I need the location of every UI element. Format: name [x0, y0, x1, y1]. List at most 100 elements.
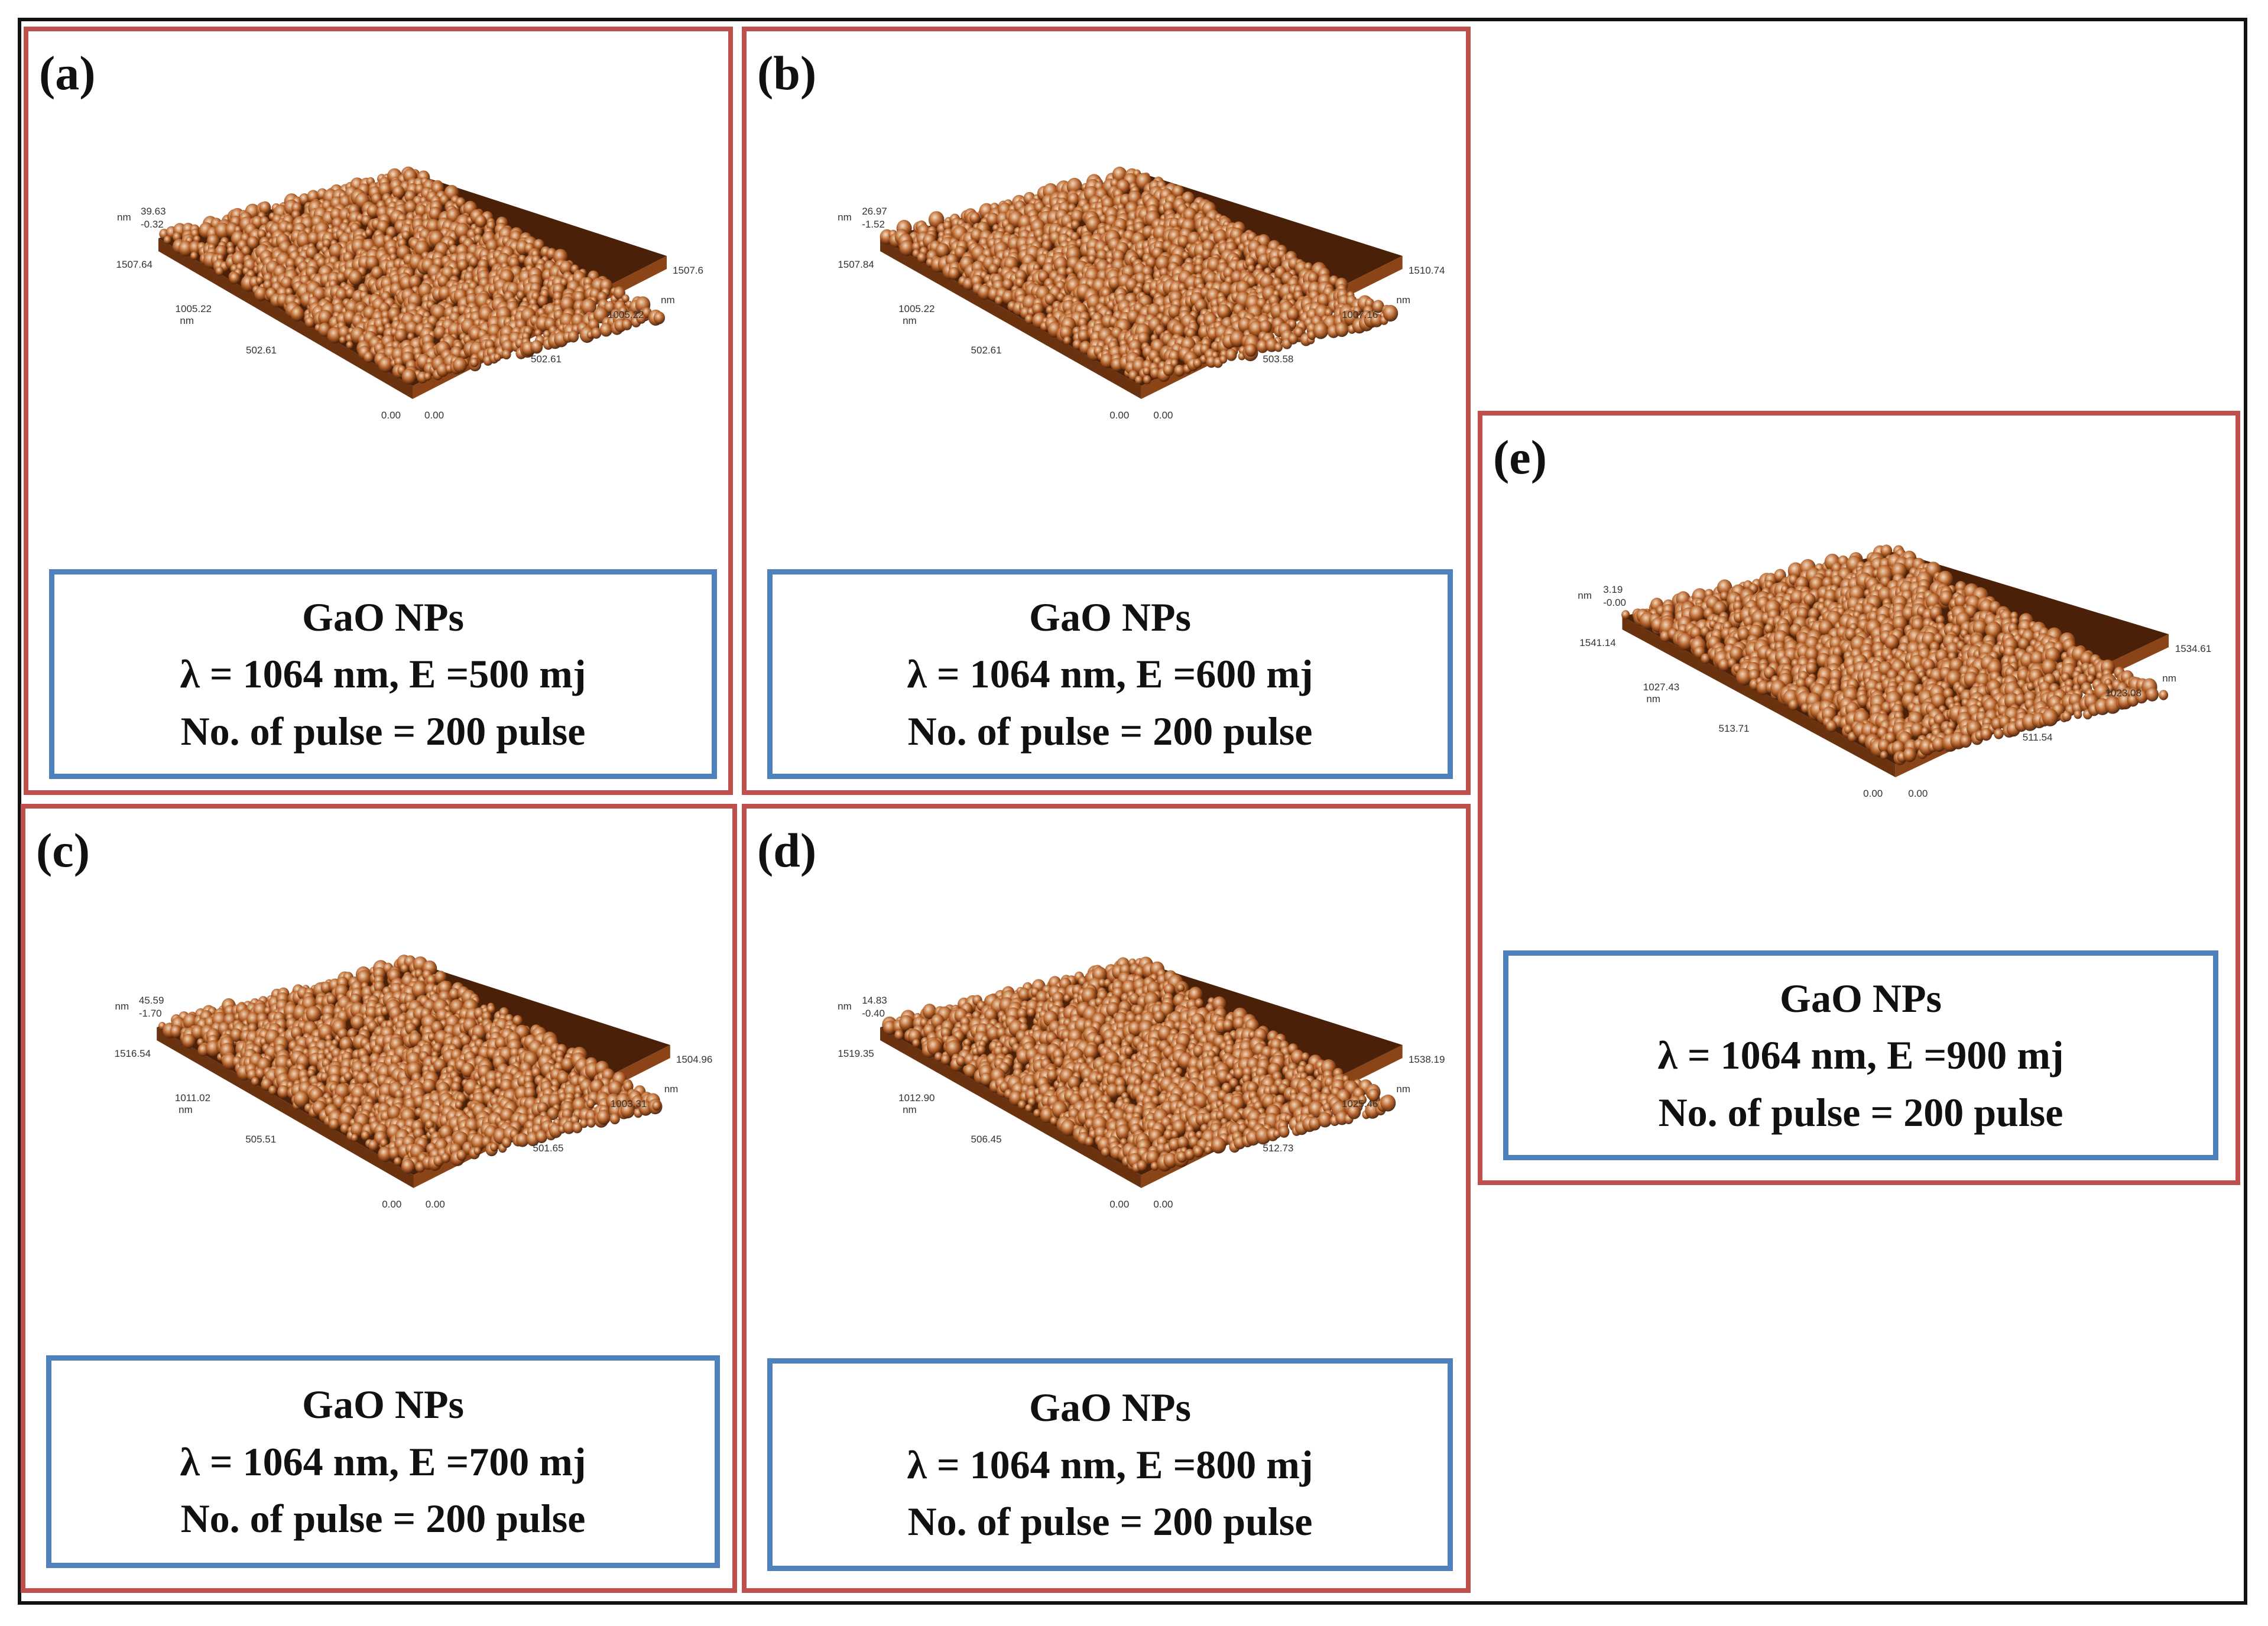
panel-e: (e) nm 3.19 -0.00 1541.14 1027.43 513.71 nm 153…: [1478, 411, 2240, 1185]
z-axis-unit: nm: [117, 212, 131, 223]
x-axis-tick: 1025.46: [1342, 1098, 1378, 1109]
z-axis-unit: nm: [1578, 590, 1592, 601]
afm-3d-image: nm 14.83 -0.40 1519.35 1012.90 506.45 nm 1538.1…: [838, 956, 1445, 1210]
afm-axis-labels: nm 26.97 -1.52 1507.84 1005.22 502.61 nm 1510.7…: [838, 206, 1445, 421]
afm-axis-labels: nm 3.19 -0.00 1541.14 1027.43 513.71 nm 1534.61…: [1578, 584, 2211, 799]
y-axis-unit: nm: [179, 1104, 193, 1115]
x-axis-tick: 511.54: [2023, 732, 2053, 743]
z-axis-max: 45.59: [139, 995, 164, 1006]
origin-y-label: 0.00: [381, 410, 401, 421]
caption-line-3: No. of pulse = 200 pulse: [907, 1499, 1313, 1544]
z-axis-max: 26.97: [862, 206, 887, 217]
z-axis-unit: nm: [115, 1001, 129, 1012]
afm-3d-image: nm 45.59 -1.70 1516.54 1011.02 505.51 nm 1504.9…: [115, 955, 713, 1210]
afm-grains: [159, 166, 665, 385]
caption-line-2: λ = 1064 nm, E =500 mj: [180, 651, 586, 697]
afm-surface-wall: [157, 1027, 414, 1188]
afm-axis-labels: nm 39.63 -0.32 1507.64 1005.22 502.61 nm 1507.6…: [116, 206, 703, 421]
y-axis-unit: nm: [1646, 693, 1660, 705]
z-axis-max: 14.83: [862, 995, 887, 1006]
panel-a: (a) nm 39.63 -0.32 1507.64 1005.22 502.61 nm 15…: [24, 27, 733, 795]
afm-grains: [882, 956, 1396, 1173]
origin-y-label: 0.00: [1109, 1199, 1129, 1210]
caption-line-1: GaO NPs: [1780, 975, 1942, 1021]
z-axis-min: -0.32: [141, 219, 164, 230]
afm-grains: [1621, 544, 2169, 765]
panel-label: (e): [1493, 430, 1547, 484]
panel-label: (b): [757, 46, 817, 100]
caption-line-2: λ = 1064 nm, E =600 mj: [907, 651, 1313, 697]
x-axis-tick: 1538.19: [1409, 1054, 1445, 1065]
x-axis-tick: 501.65: [533, 1143, 564, 1154]
caption-line-3: No. of pulse = 200 pulse: [907, 708, 1313, 754]
panel-c: (c) nm 45.59 -1.70 1516.54 1011.02 505.51 nm 15…: [21, 804, 737, 1593]
origin-x-label: 0.00: [1153, 410, 1173, 421]
x-axis-unit: nm: [1396, 1083, 1410, 1095]
caption-line-3: No. of pulse = 200 pulse: [1658, 1089, 2063, 1135]
y-axis-tick: 505.51: [245, 1134, 276, 1145]
afm-axis-labels: nm 14.83 -0.40 1519.35 1012.90 506.45 nm 1538.1…: [838, 995, 1445, 1210]
y-axis-tick: 1519.35: [838, 1048, 874, 1059]
z-axis-min: -1.52: [862, 219, 885, 230]
y-axis-tick: 502.61: [246, 345, 277, 356]
y-axis-tick: 1507.64: [116, 259, 153, 270]
caption-box: GaO NPs λ = 1064 nm, E =700 mj No. of pu…: [46, 1355, 720, 1568]
z-axis-min: -1.70: [139, 1008, 162, 1019]
z-axis-max: 39.63: [141, 206, 166, 217]
z-axis-min: -0.40: [862, 1008, 885, 1019]
caption-box: GaO NPs λ = 1064 nm, E =900 mj No. of pu…: [1503, 950, 2218, 1160]
caption-line-1: GaO NPs: [1029, 594, 1191, 640]
afm-axis-labels: nm 45.59 -1.70 1516.54 1011.02 505.51 nm 1504.9…: [115, 995, 713, 1210]
caption-line-1: GaO NPs: [1029, 1385, 1191, 1430]
afm-surface-wall: [880, 238, 1141, 399]
y-axis-unit: nm: [903, 1104, 917, 1115]
y-axis-tick: 513.71: [1719, 723, 1750, 734]
x-axis-unit: nm: [2162, 673, 2176, 684]
caption-box: GaO NPs λ = 1064 nm, E =600 mj No. of pu…: [767, 569, 1453, 779]
afm-grains: [880, 166, 1399, 385]
x-axis-tick: 1504.96: [676, 1054, 712, 1065]
origin-x-label: 0.00: [424, 410, 444, 421]
panel-label: (d): [757, 823, 817, 877]
panel-label: (a): [39, 46, 96, 100]
y-axis-tick: 1541.14: [1579, 637, 1615, 648]
caption-line-3: No. of pulse = 200 pulse: [180, 1496, 586, 1541]
x-axis-tick: 1007.16: [1342, 309, 1378, 320]
x-axis-tick: 503.58: [1263, 353, 1293, 365]
afm-surface-wall: [880, 1027, 1141, 1188]
caption-line-2: λ = 1064 nm, E =700 mj: [180, 1439, 586, 1484]
panel-b: (b) nm 26.97 -1.52 1507.84 1005.22 502.61 nm 15…: [742, 27, 1471, 795]
origin-y-label: 0.00: [382, 1199, 401, 1210]
afm-surface-wall: [158, 238, 413, 399]
afm-3d-image: nm 39.63 -0.32 1507.64 1005.22 502.61 nm 1507.6…: [116, 166, 703, 421]
caption-line-2: λ = 1064 nm, E =900 mj: [1657, 1033, 2064, 1078]
y-axis-tick: 1011.02: [175, 1092, 210, 1104]
caption-line-1: GaO NPs: [302, 1382, 464, 1427]
x-axis-unit: nm: [664, 1083, 679, 1095]
caption-line-2: λ = 1064 nm, E =800 mj: [907, 1442, 1313, 1487]
z-axis-unit: nm: [838, 212, 852, 223]
y-axis-unit: nm: [903, 315, 917, 326]
origin-x-label: 0.00: [1908, 788, 1928, 799]
afm-3d-image: nm 26.97 -1.52 1507.84 1005.22 502.61 nm 1510.7…: [838, 166, 1445, 421]
y-axis-tick: 1012.90: [898, 1092, 935, 1104]
origin-x-label: 0.00: [426, 1199, 445, 1210]
origin-y-label: 0.00: [1863, 788, 1883, 799]
afm-grains: [158, 955, 663, 1174]
x-axis-tick: 512.73: [1263, 1143, 1293, 1154]
origin-x-label: 0.00: [1153, 1199, 1173, 1210]
z-axis-unit: nm: [838, 1001, 852, 1012]
panel-label: (c): [36, 823, 90, 877]
y-axis-tick: 1507.84: [838, 259, 874, 270]
z-axis-min: -0.00: [1603, 597, 1626, 608]
y-axis-unit: nm: [180, 315, 194, 326]
x-axis-tick: 1023.08: [2105, 687, 2142, 699]
caption-line-1: GaO NPs: [302, 594, 464, 640]
y-axis-tick: 1027.43: [1643, 681, 1679, 693]
y-axis-tick: 502.61: [971, 345, 1002, 356]
y-axis-tick: 1005.22: [898, 303, 935, 314]
x-axis-unit: nm: [661, 294, 675, 306]
z-axis-max: 3.19: [1603, 584, 1623, 595]
x-axis-tick: 1534.61: [2175, 643, 2211, 654]
x-axis-tick: 1510.74: [1409, 265, 1445, 276]
